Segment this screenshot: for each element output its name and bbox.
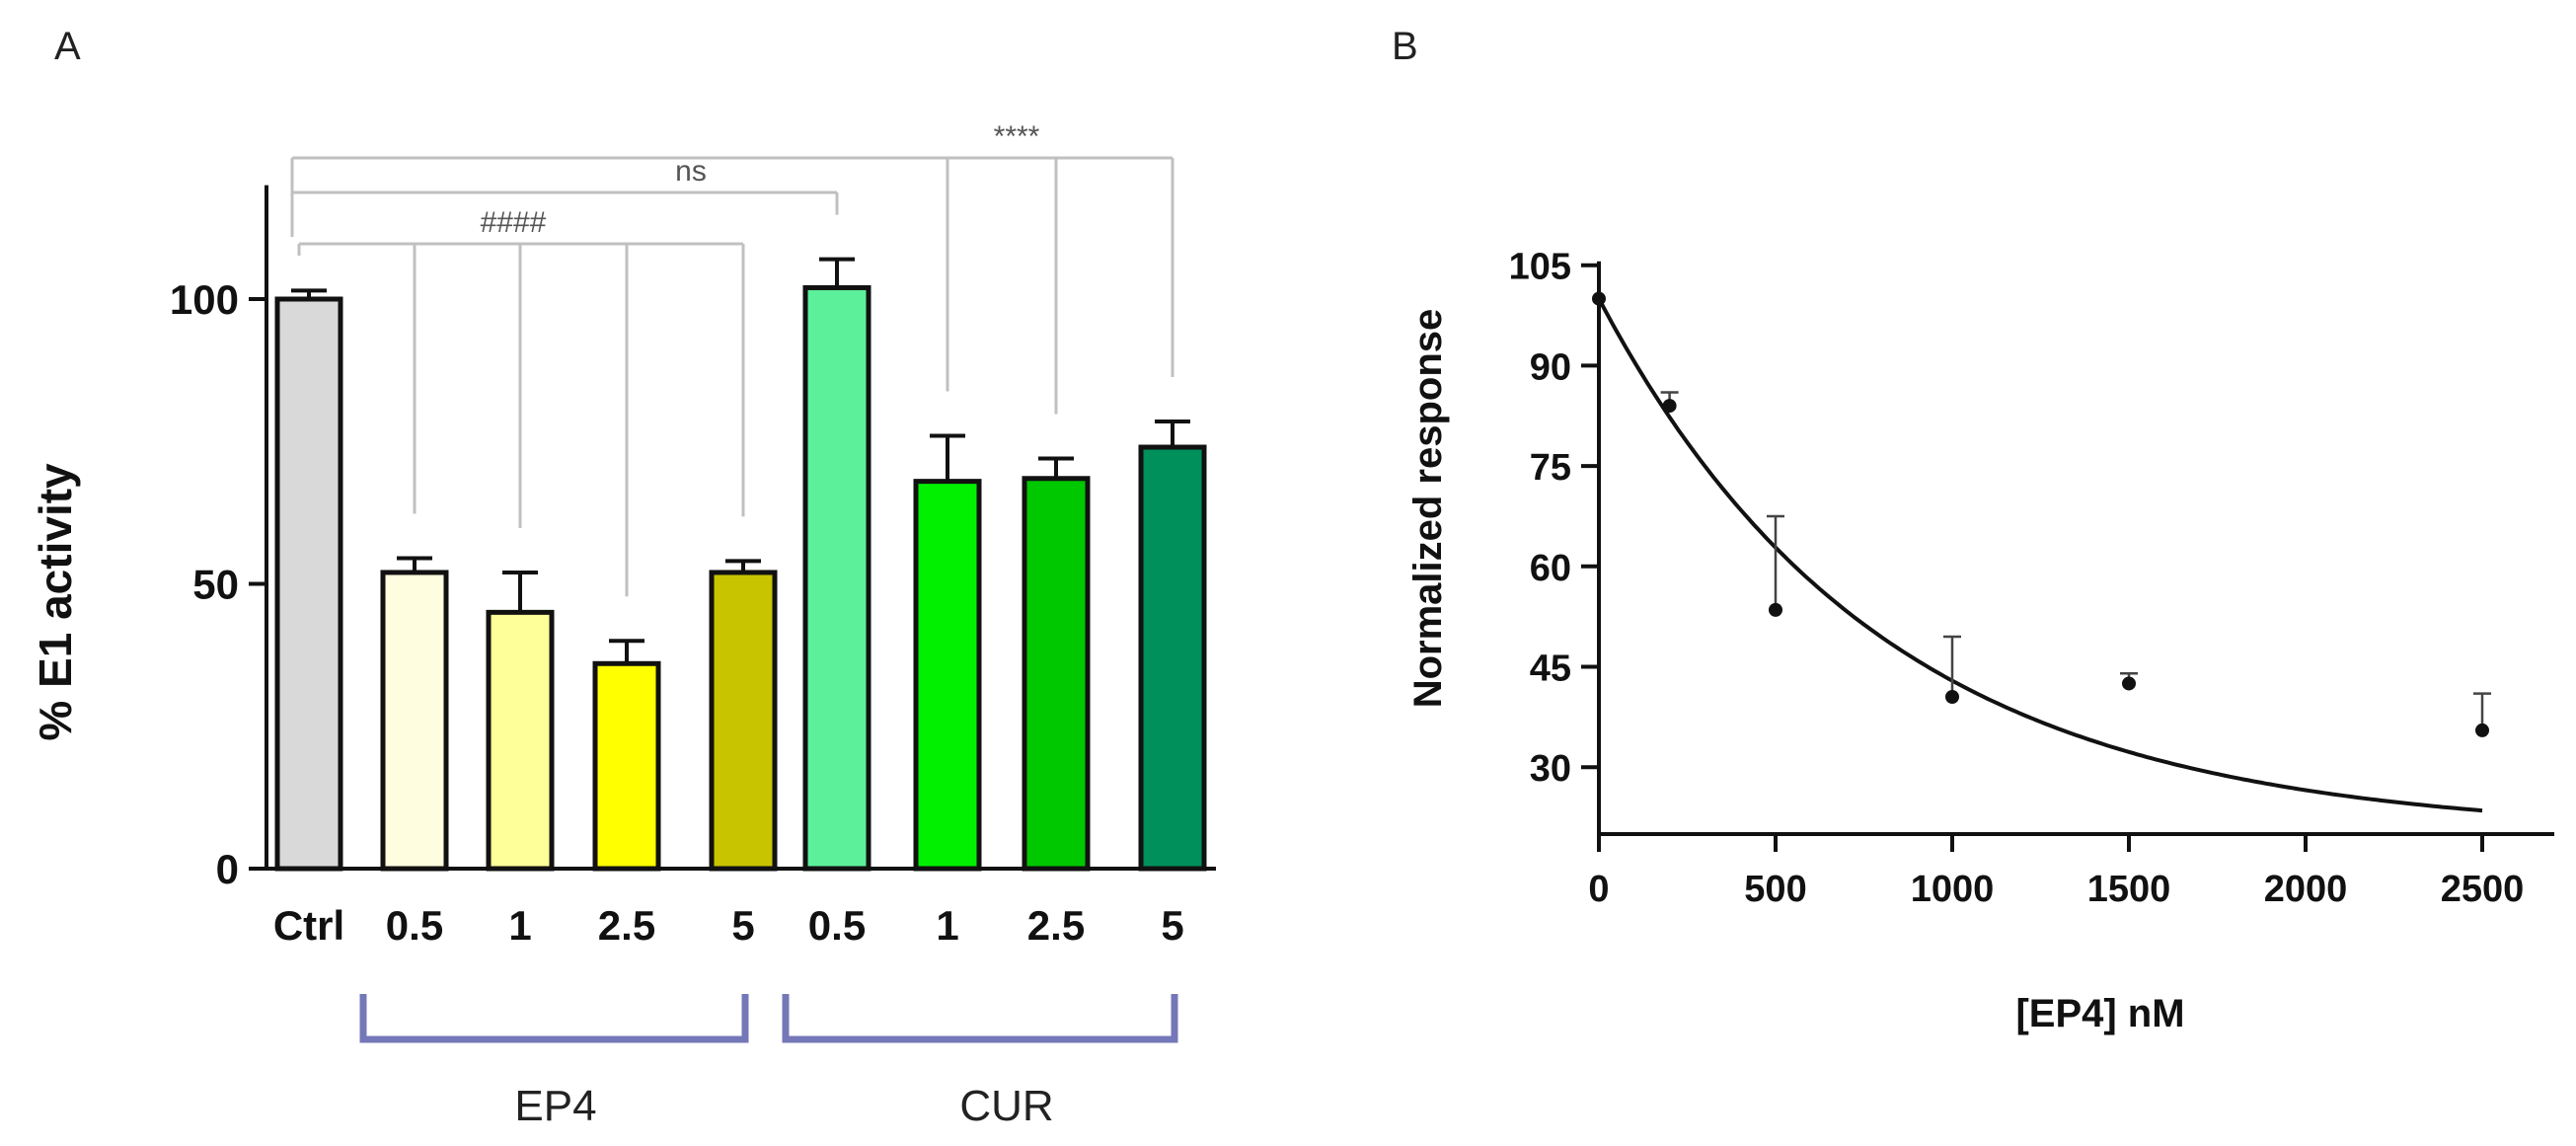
data-point-3: [1945, 690, 1959, 705]
x-tick-label: 1500: [2087, 869, 2171, 910]
y-tick-label: 50: [192, 562, 239, 608]
x-tick-label: 0.5: [808, 902, 866, 949]
y-tick-label: 60: [1530, 548, 1571, 589]
bar-6: [913, 479, 982, 872]
x-tick-label: 1000: [1911, 869, 1995, 910]
x-tick-label: 1: [508, 902, 531, 949]
group-label: CUR: [959, 1082, 1053, 1130]
panel-a-bars: Ctrl 0.5 1 2.5 5 0.5 1 2.5 5: [273, 257, 1207, 949]
bar-5: [802, 284, 871, 872]
x-tick-label: 2500: [2441, 869, 2525, 910]
x-tick-label: 1: [936, 902, 958, 949]
y-tick-label: 90: [1530, 346, 1571, 388]
panel-b: B Normalized response [EP4] nM 30 45 60 75 9…: [1392, 25, 2554, 1035]
data-point-5: [2475, 723, 2489, 737]
x-tick-label: 5: [1161, 902, 1183, 949]
data-point-4: [2122, 676, 2136, 691]
panel-b-label: B: [1392, 25, 1418, 68]
panel-b-axes: 30 45 60 75 90 105 0 500 1000 1500 2000 2500: [1509, 247, 2554, 910]
significance-brackets: #### ns ****: [290, 120, 1174, 597]
panel-a-y-axis-title: % E1 activity: [30, 463, 81, 741]
y-tick-label: 45: [1530, 649, 1571, 690]
x-tick-label: 2.5: [1027, 902, 1085, 949]
bar-7: [1022, 476, 1091, 872]
x-tick-label: 2000: [2264, 869, 2348, 910]
significance-label: ####: [481, 206, 547, 239]
data-point-1: [1662, 399, 1677, 414]
data-point-2: [1769, 602, 1782, 617]
x-tick-label: 0: [1588, 869, 1609, 910]
panel-b-x-axis-title: [EP4] nM: [2015, 992, 2184, 1035]
data-point-0: [1592, 291, 1606, 306]
significance-label: ****: [994, 120, 1040, 153]
x-tick-label: 500: [1744, 869, 1806, 910]
fit-curve: [1597, 297, 2483, 813]
group-bracket: [782, 994, 1178, 1043]
y-tick-label: 105: [1509, 247, 1571, 288]
bar-8: [1138, 444, 1207, 872]
y-tick-label: 30: [1530, 748, 1571, 790]
panel-a: A % E1 activity #### ns **** 0 50 100 Ctrl 0.…: [30, 25, 1216, 1130]
x-tick-label: Ctrl: [273, 902, 344, 949]
group-brackets: EP4 CUR: [359, 994, 1178, 1130]
y-tick-label: 75: [1530, 447, 1571, 489]
significance-label: ns: [675, 155, 707, 188]
bar-4: [709, 570, 778, 872]
panel-b-y-axis-title: Normalized response: [1406, 309, 1450, 709]
group-label: EP4: [514, 1082, 596, 1130]
y-tick-label: 100: [170, 276, 239, 323]
panel-a-label: A: [54, 25, 81, 68]
bar-0: [274, 296, 343, 872]
bar-1: [380, 570, 449, 872]
bar-2: [486, 609, 555, 872]
panel-b-points: [1592, 291, 2491, 813]
x-tick-label: 2.5: [598, 902, 655, 949]
y-tick-label: 0: [216, 846, 239, 892]
group-bracket: [359, 994, 749, 1043]
bar-3: [592, 660, 661, 872]
x-tick-label: 5: [731, 902, 754, 949]
x-tick-label: 0.5: [386, 902, 443, 949]
